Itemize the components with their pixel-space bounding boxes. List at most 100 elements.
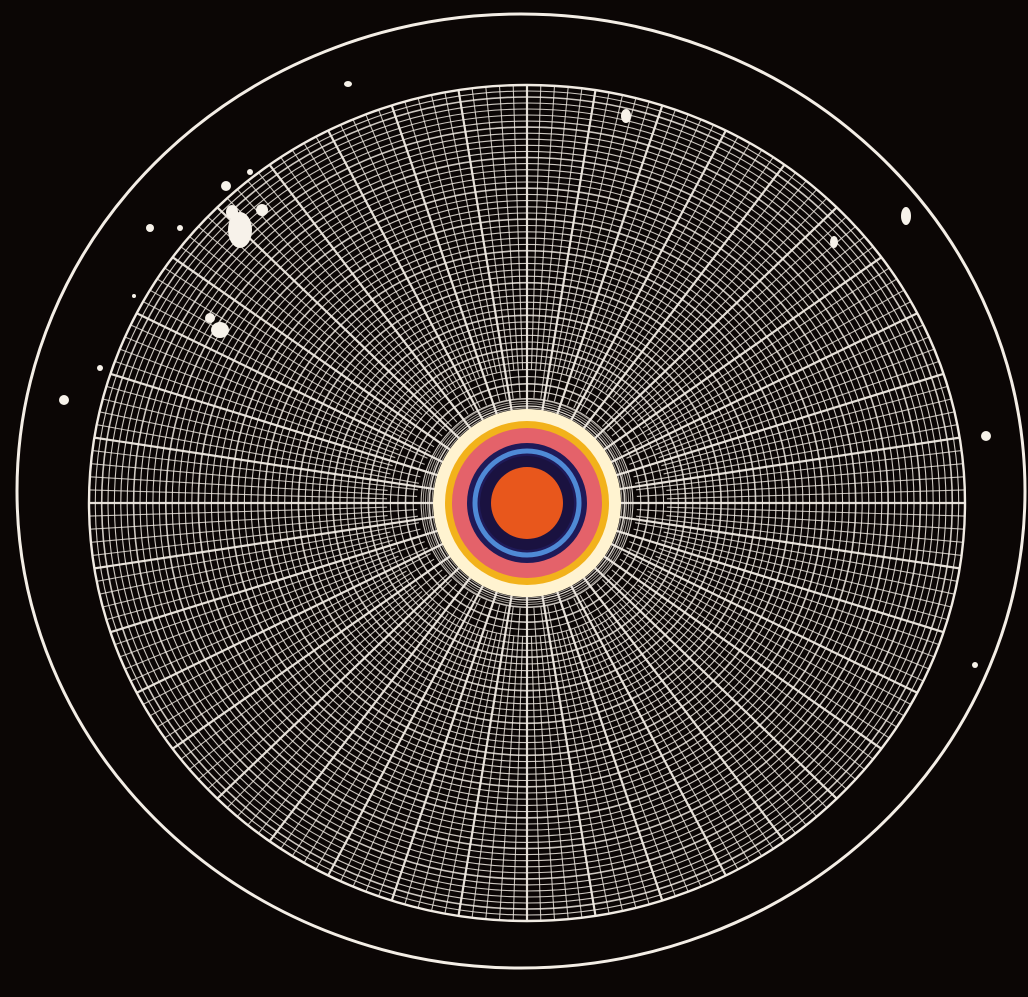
major-spoke <box>268 164 478 438</box>
minor-spoke <box>142 553 431 705</box>
minor-spoke <box>106 385 393 467</box>
minor-spoke <box>92 515 418 556</box>
major-spoke <box>608 527 944 634</box>
minor-spoke <box>207 216 448 432</box>
minor-spoke <box>666 463 964 491</box>
minor-spoke <box>619 558 898 728</box>
minor-spoke <box>619 189 818 404</box>
minor-spoke <box>512 636 524 921</box>
minor-spoke <box>430 633 498 912</box>
minor-spoke <box>663 411 955 475</box>
minor-spoke <box>444 92 507 401</box>
paint-speck <box>830 236 838 248</box>
minor-spoke <box>198 226 423 416</box>
minor-spoke <box>247 583 458 826</box>
minor-spoke <box>226 197 453 427</box>
paint-speck <box>247 169 253 175</box>
minor-spoke <box>597 617 751 864</box>
minor-spoke <box>471 88 514 399</box>
minor-spoke <box>485 86 515 371</box>
minor-spoke <box>315 136 475 412</box>
minor-spoke <box>142 301 431 453</box>
minor-spoke <box>247 180 458 423</box>
minor-spoke <box>611 236 865 437</box>
major-spoke <box>565 130 727 431</box>
minor-spoke <box>180 584 417 760</box>
paint-speck <box>901 207 911 225</box>
major-spoke <box>539 583 597 917</box>
minor-spoke <box>417 604 501 909</box>
minor-spoke <box>92 450 418 491</box>
paint-speck <box>972 662 978 668</box>
minor-spoke <box>596 180 807 423</box>
minor-spoke <box>365 600 488 892</box>
minor-spoke <box>611 569 865 770</box>
paint-speck <box>344 81 352 87</box>
minor-spoke <box>280 613 449 850</box>
minor-spoke <box>352 119 472 381</box>
minor-spoke <box>556 94 624 373</box>
minor-spoke <box>582 119 702 381</box>
minor-spoke <box>647 570 905 717</box>
minor-spoke <box>530 636 542 921</box>
minor-spoke <box>556 633 624 912</box>
minor-spoke <box>89 506 388 517</box>
minor-spoke <box>533 607 556 921</box>
minor-spoke <box>102 398 421 478</box>
minor-spoke <box>601 579 828 809</box>
minor-spoke <box>553 97 637 402</box>
minor-spoke <box>198 590 423 780</box>
minor-spoke <box>96 424 419 484</box>
minor-spoke <box>280 156 449 393</box>
minor-spoke <box>533 85 556 399</box>
major-spoke <box>94 514 443 570</box>
minor-spoke <box>565 631 650 905</box>
minor-spoke <box>585 591 763 857</box>
minor-spoke <box>258 608 442 834</box>
minor-spoke <box>378 628 481 897</box>
minor-spoke <box>99 411 391 475</box>
paint-speck <box>132 294 136 298</box>
major-spoke <box>327 575 489 876</box>
major-spoke <box>603 539 918 694</box>
minor-spoke <box>597 142 751 389</box>
minor-spoke <box>258 172 442 398</box>
major-spoke <box>390 105 502 426</box>
major-spoke <box>172 256 459 456</box>
major-spoke <box>595 550 882 750</box>
minor-spoke <box>512 85 524 370</box>
minor-spoke <box>565 101 650 375</box>
minor-spoke <box>164 267 412 429</box>
minor-spoke <box>606 216 847 432</box>
major-spoke <box>390 580 502 901</box>
minor-spoke <box>96 522 419 582</box>
major-spoke <box>110 372 446 479</box>
minor-spoke <box>573 597 714 882</box>
minor-spoke <box>612 172 796 398</box>
minor-spoke <box>89 476 418 497</box>
minor-spoke <box>530 85 542 370</box>
minor-spoke <box>566 114 689 406</box>
major-spoke <box>611 514 960 570</box>
minor-spoke <box>119 348 425 465</box>
minor-spoke <box>485 635 515 920</box>
minor-spoke <box>291 149 469 415</box>
minor-spoke <box>164 577 412 739</box>
minor-spoke <box>149 570 407 717</box>
paint-specks <box>59 81 991 668</box>
minor-spoke <box>156 278 435 448</box>
orange-core <box>491 467 563 539</box>
major-spoke <box>608 372 944 479</box>
minor-spoke <box>89 489 388 500</box>
paint-speck <box>226 205 238 219</box>
minor-spoke <box>635 522 958 582</box>
minor-spoke <box>636 509 965 530</box>
paint-speck <box>205 313 215 323</box>
minor-spoke <box>666 515 964 543</box>
paint-speck <box>177 225 183 231</box>
paint-speck <box>256 204 268 216</box>
paint-speck <box>221 181 231 191</box>
minor-spoke <box>99 531 391 595</box>
major-spoke <box>94 436 443 492</box>
